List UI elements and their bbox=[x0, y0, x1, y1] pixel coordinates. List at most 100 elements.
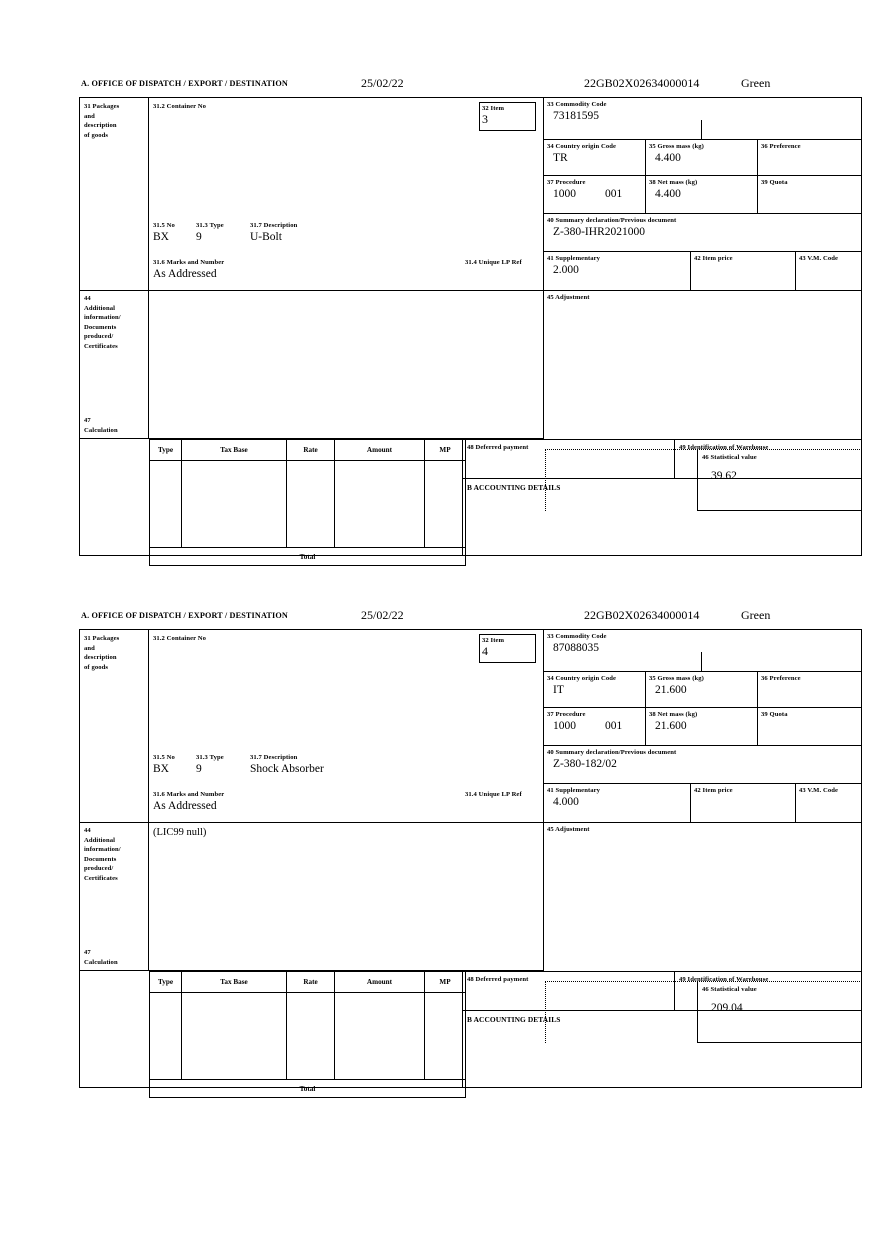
box-40-label: 40 Summary declaration/Previous document bbox=[547, 749, 677, 756]
box-40-value: Z-380-182/02 bbox=[553, 758, 617, 770]
calc-col-rate: Rate bbox=[286, 439, 335, 461]
box-31-3-value: 9 bbox=[196, 763, 202, 775]
box-42-label: 42 Item price bbox=[694, 787, 733, 794]
box-31-bottom-rule bbox=[80, 290, 543, 292]
calc-cell-type bbox=[149, 992, 182, 1080]
box-37-value: 1000 001 bbox=[553, 720, 648, 733]
box-31-7-label: 31.7 Description bbox=[250, 222, 298, 229]
box-31-6-label: 31.6 Marks and Number bbox=[153, 791, 225, 798]
box-45-dotted-rule-vertical bbox=[545, 449, 546, 511]
box-46-label: 46 Statistical value bbox=[702, 454, 757, 461]
calc-col-rate: Rate bbox=[286, 971, 335, 993]
calc-col-type: Type bbox=[149, 971, 182, 993]
box-48-left-divider bbox=[462, 439, 464, 556]
box-46-label: 46 Statistical value bbox=[702, 986, 757, 993]
box-45-dotted-rule-vertical bbox=[545, 981, 546, 1043]
box-32-label: 32 Item bbox=[482, 105, 505, 112]
box-43-vm-code: 43 V.M. Code bbox=[796, 784, 861, 823]
box-45-adjustment: 45 Adjustment bbox=[544, 823, 861, 861]
side-label-column: 31 Packages and description of goods 44 … bbox=[80, 98, 148, 556]
box-45-dotted-rule-horizontal bbox=[545, 981, 862, 982]
header-route-status: Green bbox=[741, 608, 771, 622]
box-34-label: 34 Country origin Code bbox=[547, 675, 617, 682]
box-31-side-label: 31 Packages and description of goods bbox=[84, 103, 120, 139]
box-46-value: 209.04 bbox=[711, 1002, 743, 1014]
box-34-label: 34 Country origin Code bbox=[547, 143, 617, 150]
box-37-procedure-primary: 1000 bbox=[553, 720, 576, 732]
box-38-value: 4.400 bbox=[655, 188, 681, 200]
declaration-frame: 31 Packages and description of goods 44 … bbox=[79, 97, 862, 566]
box-41-label: 41 Supplementary bbox=[547, 787, 601, 794]
box-40-previous-document: 40 Summary declaration/Previous document… bbox=[544, 746, 861, 784]
box-33-commodity-code: 33 Commodity Code 73181595 bbox=[544, 98, 861, 140]
box-31-2-container-label: 31.2 Container No bbox=[153, 635, 207, 642]
box-33-value: 87088035 bbox=[553, 642, 599, 654]
box-32-item: 32 Item 4 bbox=[479, 634, 536, 663]
box-35-value: 4.400 bbox=[655, 152, 681, 164]
box-37-procedure: 37 Procedure 1000 001 bbox=[544, 176, 646, 214]
right-column-divider bbox=[543, 98, 545, 439]
box-46-statistical-value: 46 Statistical value 209.04 bbox=[697, 982, 861, 1043]
calc-total-label: Total bbox=[149, 547, 466, 566]
box-48-label: 48 Deferred payment bbox=[467, 976, 529, 983]
box-43-vm-code: 43 V.M. Code bbox=[796, 252, 861, 291]
calc-cell-amount bbox=[334, 460, 425, 548]
box-33-divider-tick bbox=[701, 120, 703, 140]
calc-col-taxbase: Tax Base bbox=[181, 439, 287, 461]
box-31-packages: 31.2 Container No 31.5 No 31.3 Type 31.7… bbox=[149, 98, 543, 290]
box-35-gross-mass: 35 Gross mass (kg) 4.400 bbox=[646, 140, 758, 176]
box-48-left-divider bbox=[462, 971, 464, 1088]
box-36-label: 36 Preference bbox=[761, 143, 801, 150]
box-39-quota: 39 Quota bbox=[758, 176, 861, 214]
box-b-accounting-details: B ACCOUNTING DETAILS bbox=[463, 1011, 862, 1088]
box-32-item: 32 Item 3 bbox=[479, 102, 536, 131]
box-38-net-mass: 38 Net mass (kg) 4.400 bbox=[646, 176, 758, 214]
box-41-supplementary: 41 Supplementary 4.000 bbox=[544, 784, 691, 823]
box-38-label: 38 Net mass (kg) bbox=[649, 179, 698, 186]
box-33-value: 73181595 bbox=[553, 110, 599, 122]
form-header: A. OFFICE OF DISPATCH / EXPORT / DESTINA… bbox=[79, 76, 862, 97]
header-mrn: 22GB02X02634000014 bbox=[584, 608, 700, 622]
calc-total-label: Total bbox=[149, 1079, 466, 1098]
box-31-5-value: BX bbox=[153, 231, 169, 243]
box-49-label: 49 Identification of Warehouse bbox=[679, 976, 769, 983]
box-44-additional-information bbox=[149, 291, 543, 438]
box-47-side-label: 47 Calculation bbox=[84, 949, 118, 966]
calc-cell-taxbase bbox=[181, 992, 287, 1080]
box-48-deferred-payment: 48 Deferred payment bbox=[463, 439, 674, 479]
box-38-label: 38 Net mass (kg) bbox=[649, 711, 698, 718]
right-column-divider bbox=[543, 630, 545, 971]
box-44-value: (LIC99 null) bbox=[153, 827, 207, 838]
box-42-item-price: 42 Item price bbox=[691, 784, 796, 823]
box-42-item-price: 42 Item price bbox=[691, 252, 796, 291]
box-31-6-value: As Addressed bbox=[153, 800, 217, 812]
calculation-total-row: Total bbox=[149, 547, 466, 566]
box-44-side-label: 44 Additional information/ Documents pro… bbox=[84, 827, 121, 882]
box-37-label: 37 Procedure bbox=[547, 179, 586, 186]
box-37-procedure-primary: 1000 bbox=[553, 188, 576, 200]
box-33-commodity-code: 33 Commodity Code 87088035 bbox=[544, 630, 861, 672]
box-35-gross-mass: 35 Gross mass (kg) 21.600 bbox=[646, 672, 758, 708]
box-47-top-rule bbox=[80, 438, 543, 440]
left-column-divider bbox=[148, 98, 150, 439]
box-47-calculation-table: Type Tax Base Rate Amount MP bbox=[149, 439, 466, 566]
box-31-5-value: BX bbox=[153, 763, 169, 775]
box-35-label: 35 Gross mass (kg) bbox=[649, 143, 704, 150]
form-header: A. OFFICE OF DISPATCH / EXPORT / DESTINA… bbox=[79, 608, 862, 629]
calc-col-taxbase: Tax Base bbox=[181, 971, 287, 993]
box-34-value: IT bbox=[553, 684, 564, 696]
box-40-previous-document: 40 Summary declaration/Previous document… bbox=[544, 214, 861, 252]
box-31-5-label: 31.5 No bbox=[153, 222, 175, 229]
left-column-divider bbox=[148, 630, 150, 971]
calc-cell-taxbase bbox=[181, 460, 287, 548]
box-36-preference: 36 Preference bbox=[758, 672, 861, 708]
box-31-2-container-label: 31.2 Container No bbox=[153, 103, 207, 110]
box-31-4-label: 31.4 Unique LP Ref bbox=[465, 259, 522, 266]
box-45-label: 45 Adjustment bbox=[547, 826, 590, 833]
header-mrn: 22GB02X02634000014 bbox=[584, 76, 700, 90]
box-48-label: 48 Deferred payment bbox=[467, 444, 529, 451]
box-31-3-label: 31.3 Type bbox=[196, 754, 224, 761]
box-45-dotted-rule-horizontal bbox=[545, 449, 862, 450]
box-41-value: 2.000 bbox=[553, 264, 579, 276]
calc-col-mp: MP bbox=[424, 971, 466, 993]
